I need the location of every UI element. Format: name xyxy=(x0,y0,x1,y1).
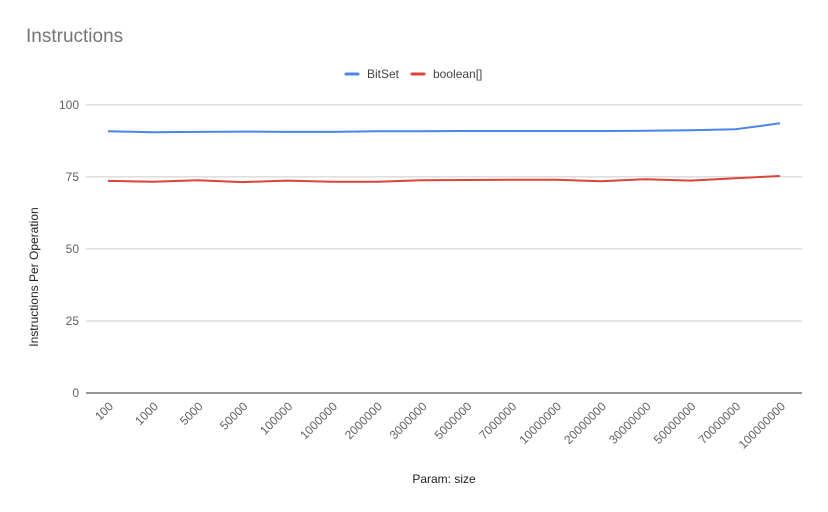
x-tick-label: 5000 xyxy=(177,399,206,428)
y-axis-label: Instructions Per Operation xyxy=(27,207,41,346)
x-tick-label: 20000000 xyxy=(561,399,609,447)
x-tick-label: 2000000 xyxy=(342,399,385,442)
x-axis-ticks: 100 1000 5000 50000 100000 1000000 2000000 3000… xyxy=(92,399,788,452)
x-tick-label: 100000000 xyxy=(736,399,789,452)
y-tick-label: 0 xyxy=(72,386,79,400)
legend-label: BitSet xyxy=(367,67,400,81)
x-tick-label: 10000000 xyxy=(516,399,564,447)
x-tick-label: 100 xyxy=(92,399,116,423)
legend-label: boolean[] xyxy=(433,67,482,81)
y-tick-label: 50 xyxy=(66,242,80,256)
x-tick-label: 100000 xyxy=(257,399,295,437)
chart-title: Instructions xyxy=(26,26,124,47)
x-tick-label: 30000000 xyxy=(606,399,654,447)
x-tick-label: 7000000 xyxy=(476,399,519,442)
x-tick-label: 50000 xyxy=(217,399,251,433)
legend: BitSet boolean[] xyxy=(344,67,482,81)
x-tick-label: 50000000 xyxy=(651,399,699,447)
y-tick-label: 100 xyxy=(59,98,79,112)
y-tick-label: 75 xyxy=(66,170,80,184)
series-line-boolean xyxy=(107,175,781,184)
x-tick-label: 5000000 xyxy=(432,399,475,442)
y-axis-ticks: 0 25 50 75 100 xyxy=(59,98,79,400)
x-axis-label: Param: size xyxy=(412,472,476,486)
grid-lines xyxy=(86,104,802,394)
y-tick-label: 25 xyxy=(66,314,80,328)
x-tick-label: 3000000 xyxy=(387,399,430,442)
series-line-bitset xyxy=(107,122,781,134)
series-lines xyxy=(107,122,781,184)
x-tick-label: 1000 xyxy=(132,399,161,428)
x-tick-label: 1000000 xyxy=(297,399,340,442)
